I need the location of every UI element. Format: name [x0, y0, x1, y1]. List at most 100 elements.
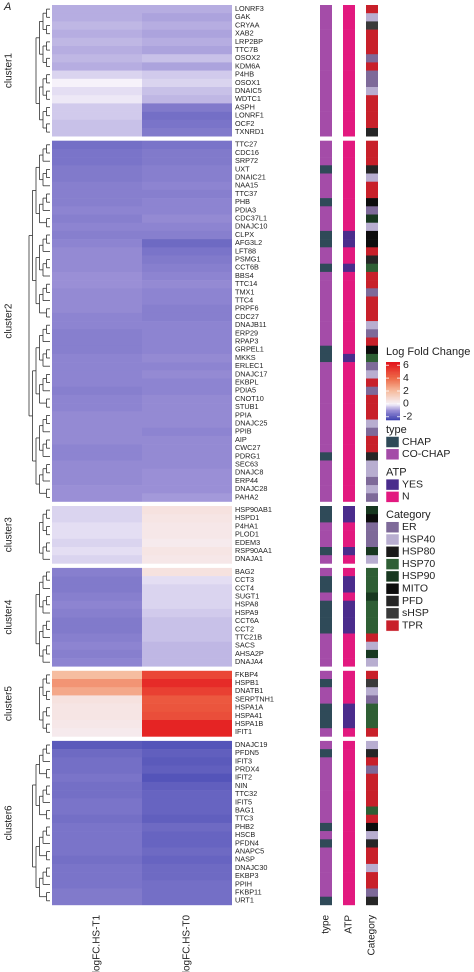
annotation-cell: [366, 720, 378, 729]
annotation-cell: [320, 181, 332, 191]
colorbar-segment: [386, 411, 400, 414]
annotation-cell: [343, 21, 355, 30]
heatmap-cell: [142, 538, 232, 548]
gene-label: HSPA9: [235, 608, 258, 617]
annotation-cell: [320, 847, 332, 856]
heatmap-cell: [52, 822, 142, 832]
annotation-cell: [366, 386, 378, 396]
cluster-label: cluster2: [4, 303, 15, 338]
annotation-cell: [343, 522, 355, 531]
annotation-cell: [343, 321, 355, 330]
annotation-cell: [343, 181, 355, 191]
annotation-cell: [343, 119, 355, 129]
heatmap-cell: [142, 427, 232, 437]
annotation-cell: [343, 29, 355, 39]
colorbar-segment: [386, 392, 400, 395]
annotation-cell: [366, 567, 378, 577]
annotation-cell: [320, 547, 332, 556]
heatmap-cell: [142, 304, 232, 314]
gene-label: LONRF1: [235, 111, 264, 120]
heatmap-cell: [142, 584, 232, 593]
heatmap-cell: [52, 530, 142, 540]
annotation-cell: [320, 353, 332, 363]
heatmap-cell: [142, 173, 232, 182]
annotation-cell: [320, 790, 332, 799]
gene-label: GAK: [235, 12, 251, 21]
heatmap-cell: [52, 263, 142, 273]
annotation-cell: [366, 468, 378, 478]
heatmap-cell: [142, 749, 232, 758]
colorbar-tick-label: 0: [403, 398, 409, 410]
annotation-cell: [366, 880, 378, 889]
legend-swatch: [385, 533, 400, 546]
annotation-cell: [343, 419, 355, 428]
heatmap-cell: [52, 781, 142, 791]
gene-label: DNAJA4: [235, 657, 263, 666]
annotation-cell: [320, 567, 332, 577]
heatmap-cell: [52, 695, 142, 704]
heatmap-cell: [52, 214, 142, 223]
annotation-cell: [343, 189, 355, 199]
gene-label: IFIT1: [235, 727, 252, 736]
annotation-cell: [366, 670, 378, 680]
annotation-cell: [343, 600, 355, 610]
heatmap-cell: [142, 46, 232, 55]
legend-label: HSP70: [402, 558, 435, 570]
annotation-cell: [343, 831, 355, 840]
heatmap-cell: [52, 872, 142, 881]
annotation-cell: [320, 493, 332, 502]
annotation-cell: [320, 679, 332, 688]
annotation-cell: [366, 514, 378, 523]
colorbar-segment: [386, 370, 400, 373]
legend-title: Category: [386, 509, 431, 521]
heatmap-cell: [142, 460, 232, 469]
annotation-cell: [343, 304, 355, 314]
heatmap-cell: [142, 148, 232, 158]
gene-label: HSPA1B: [235, 719, 263, 728]
heatmap-cell: [142, 394, 232, 404]
annotation-cell: [320, 728, 332, 737]
heatmap-cell: [52, 855, 142, 865]
cluster-label: cluster5: [4, 686, 15, 721]
colorbar-tick-label: 2: [403, 385, 409, 397]
annotation-cell: [343, 198, 355, 207]
annotation-cell: [343, 538, 355, 548]
annotation-cell: [320, 288, 332, 297]
annotation-cell: [320, 321, 332, 330]
annotation-cell: [320, 695, 332, 704]
annotation-cell: [320, 230, 332, 240]
gene-label: DNAJC10: [235, 222, 267, 231]
annotation-cell: [343, 641, 355, 651]
colorbar-segment: [386, 417, 400, 419]
heatmap-cell: [52, 711, 142, 721]
annotation-cell: [343, 530, 355, 540]
gene-label: KDM6A: [235, 61, 260, 70]
heatmap-cell: [142, 468, 232, 478]
heatmap-cell: [52, 157, 142, 166]
heatmap-cell: [142, 773, 232, 783]
annotation-cell: [320, 411, 332, 420]
annotation-cell: [366, 493, 378, 502]
colorbar-segment: [386, 395, 400, 398]
colorbar-segment: [386, 405, 400, 408]
annotation-cell: [320, 103, 332, 112]
annotation-cell: [320, 46, 332, 55]
heatmap-cell: [52, 460, 142, 469]
annotation-cell: [320, 538, 332, 548]
heatmap-cell: [52, 103, 142, 112]
heatmap-cell: [142, 214, 232, 223]
heatmap-cell: [142, 5, 232, 14]
annotation-cell: [343, 460, 355, 469]
heatmap-cell: [52, 576, 142, 585]
annotation-cell: [343, 608, 355, 618]
colorbar-segment: [386, 414, 400, 416]
legend-swatch: [385, 619, 400, 632]
annotation-cell: [343, 46, 355, 55]
heatmap-cell: [52, 296, 142, 305]
heatmap-cell: [52, 592, 142, 601]
legend-label: YES: [402, 478, 423, 490]
annotation-cell: [343, 296, 355, 305]
gene-label: DNAJC19: [235, 740, 267, 749]
annotation-cell: [343, 411, 355, 420]
annotation-cell: [366, 29, 378, 39]
